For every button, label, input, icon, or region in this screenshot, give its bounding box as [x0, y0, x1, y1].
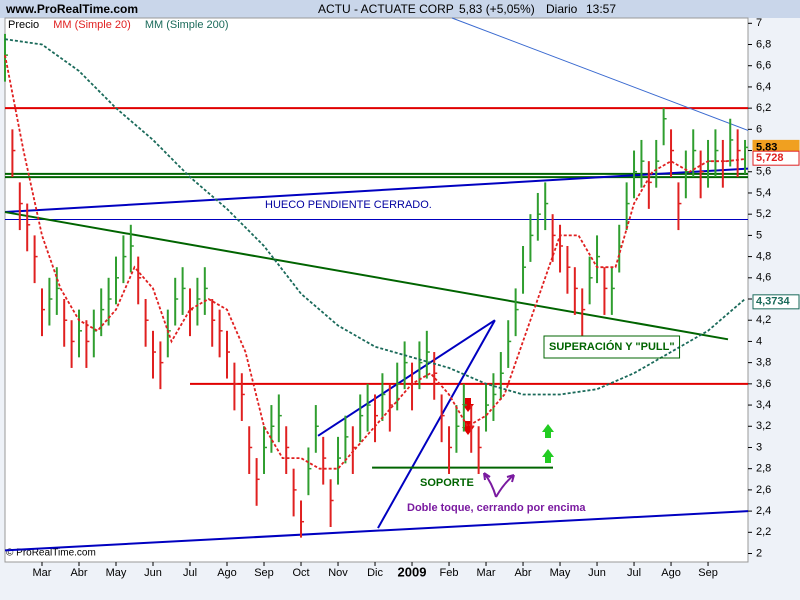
- x-tick-label: Abr: [70, 567, 87, 579]
- trend-line: [377, 319, 496, 529]
- legend-entry: MM (Simple 20): [53, 19, 131, 31]
- y-tick-label: 5,4: [756, 187, 771, 199]
- last-value-label: 5,83: [756, 141, 777, 153]
- last-value-label: 4,3734: [756, 296, 791, 308]
- annotation: SUPERACIÓN Y "PULL": [549, 340, 675, 353]
- x-tick-label: Sep: [254, 567, 274, 579]
- period: Diario: [546, 2, 578, 16]
- y-tick-label: 2: [756, 547, 762, 559]
- trend-line: [4, 510, 749, 552]
- legend-entry: MM (Simple 200): [145, 19, 229, 31]
- x-tick-label: Jul: [627, 567, 641, 579]
- last-value-label: 5,728: [756, 152, 784, 164]
- header-bar: [0, 0, 800, 18]
- y-tick-label: 5: [756, 229, 762, 241]
- x-tick-label: Mar: [33, 567, 52, 579]
- x-tick-label: Nov: [328, 567, 348, 579]
- y-tick-label: 3,4: [756, 399, 771, 411]
- x-tick-label: Oct: [292, 567, 309, 579]
- x-tick-label: Jul: [183, 567, 197, 579]
- y-tick-label: 5,2: [756, 208, 771, 220]
- trend-line: [4, 167, 749, 214]
- trend-line: [317, 319, 496, 437]
- y-tick-label: 3,2: [756, 420, 771, 432]
- y-tick-label: 2,8: [756, 463, 771, 475]
- y-tick-label: 6,4: [756, 81, 771, 93]
- y-tick-label: 6,8: [756, 38, 771, 50]
- moving-average: [4, 54, 746, 470]
- y-tick-label: 3,8: [756, 357, 771, 369]
- annotation: Doble toque, cerrando por encima: [407, 502, 586, 514]
- annotation: SOPORTE: [420, 477, 474, 489]
- plot: [4, 17, 749, 552]
- time: 13:57: [586, 2, 616, 16]
- annotation-box: [543, 335, 681, 359]
- quote: 5,83 (+5,05%): [459, 2, 535, 16]
- y-tick-label: 6,2: [756, 102, 771, 114]
- y-tick-label: 2,2: [756, 526, 771, 538]
- title: ACTU - ACTUATE CORP: [318, 2, 454, 16]
- y-tick-label: 3: [756, 441, 762, 453]
- x-tick-label: Sep: [698, 567, 718, 579]
- legend-entry: Precio: [8, 19, 39, 31]
- x-tick-label: Jun: [144, 567, 162, 579]
- x-tick-label: Dic: [367, 567, 383, 579]
- trend-line: [4, 211, 729, 341]
- moving-average: [4, 38, 746, 396]
- y-tick-label: 7: [756, 17, 762, 29]
- x-tick-label: Ago: [217, 567, 237, 579]
- y-tick-label: 5,6: [756, 166, 771, 178]
- annotation: HUECO PENDIENTE CERRADO.: [265, 199, 432, 211]
- x-tick-label: May: [550, 567, 571, 579]
- x-tick-label: Mar: [477, 567, 496, 579]
- y-tick-label: 4,6: [756, 272, 771, 284]
- x-tick-label: Abr: [514, 567, 531, 579]
- y-tick-label: 2,6: [756, 484, 771, 496]
- y-tick-label: 4,2: [756, 314, 771, 326]
- copyright: © ProRealTime.com: [6, 548, 96, 559]
- site: www.ProRealTime.com: [5, 2, 138, 16]
- trend-line: [451, 17, 749, 131]
- x-tick-label: Jun: [588, 567, 606, 579]
- y-tick-label: 2,4: [756, 505, 771, 517]
- x-tick-label: May: [106, 567, 127, 579]
- y-tick-label: 6: [756, 123, 762, 135]
- y-tick-label: 4,8: [756, 251, 771, 263]
- x-tick-label: Feb: [440, 567, 459, 579]
- last-value-box: [752, 150, 800, 166]
- last-value-box: [752, 294, 800, 310]
- y-tick-label: 4: [756, 335, 762, 347]
- x-tick-label: 2009: [398, 564, 427, 579]
- y-tick-label: 3,6: [756, 378, 771, 390]
- x-tick-label: Ago: [661, 567, 681, 579]
- y-tick-label: 6,6: [756, 60, 771, 72]
